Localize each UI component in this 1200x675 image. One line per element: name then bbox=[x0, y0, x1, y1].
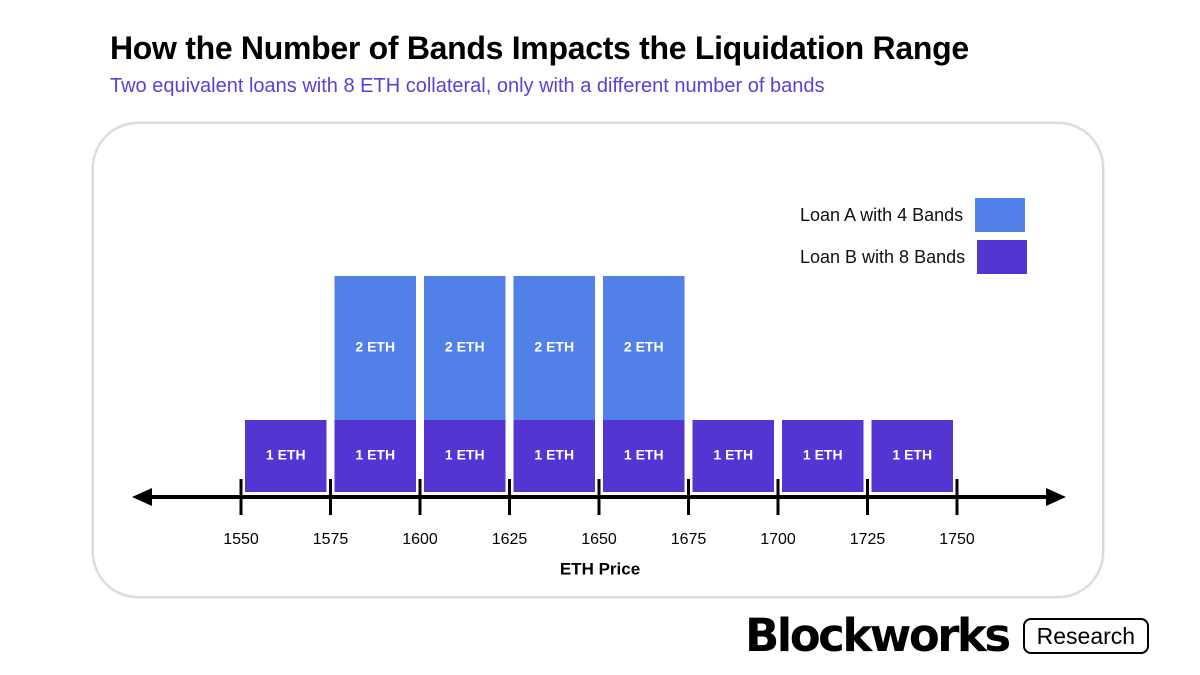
axis-arrow-left-icon bbox=[132, 488, 152, 506]
bar-loan-b-1700 bbox=[782, 420, 864, 492]
data-label-loan-b-1550: 1 ETH bbox=[266, 447, 306, 463]
data-label-loan-b-1625: 1 ETH bbox=[534, 447, 574, 463]
chart-title: How the Number of Bands Impacts the Liqu… bbox=[110, 30, 969, 66]
legend-swatch-loan-a bbox=[975, 198, 1026, 232]
bar-loan-a-1625 bbox=[513, 276, 595, 420]
chart-subtitle: Two equivalent loans with 8 ETH collater… bbox=[110, 75, 825, 97]
legend-label-loan-a: Loan A with 4 Bands bbox=[800, 204, 964, 225]
blockworks-logo: Blockworks bbox=[745, 609, 1011, 662]
x-tick-label-1725: 1725 bbox=[850, 531, 886, 548]
legend-item-loan-b: Loan B with 8 Bands bbox=[800, 240, 1028, 274]
data-label-loan-b-1650: 1 ETH bbox=[624, 447, 664, 463]
x-tick-label-1625: 1625 bbox=[492, 531, 528, 548]
bar-loan-b-1550 bbox=[245, 420, 327, 492]
legend-label-loan-b: Loan B with 8 Bands bbox=[800, 246, 966, 267]
x-tick-label-1600: 1600 bbox=[402, 531, 438, 548]
legend-item-loan-a: Loan A with 4 Bands bbox=[800, 198, 1026, 232]
bar-loan-a-1600 bbox=[424, 276, 506, 420]
bar-loan-a-1650 bbox=[603, 276, 685, 420]
data-label-loan-a-1600: 2 ETH bbox=[445, 339, 485, 355]
brand-footer: Blockworks Research bbox=[745, 609, 1150, 662]
x-tick-label-1700: 1700 bbox=[760, 531, 796, 548]
data-label-loan-b-1675: 1 ETH bbox=[713, 447, 753, 463]
research-badge: Research bbox=[1022, 618, 1150, 654]
bar-loan-b-1650 bbox=[603, 420, 685, 492]
bar-loan-a-1575 bbox=[334, 276, 416, 420]
x-tick-label-1650: 1650 bbox=[581, 531, 617, 548]
bar-loan-b-1575 bbox=[334, 420, 416, 492]
x-tick-label-1550: 1550 bbox=[223, 531, 259, 548]
data-label-loan-b-1575: 1 ETH bbox=[355, 447, 395, 463]
data-label-loan-a-1650: 2 ETH bbox=[624, 339, 664, 355]
data-label-loan-b-1725: 1 ETH bbox=[892, 447, 932, 463]
data-label-loan-a-1575: 2 ETH bbox=[355, 339, 395, 355]
axis-arrow-right-icon bbox=[1046, 488, 1066, 506]
x-axis-label: ETH Price bbox=[560, 559, 640, 578]
bar-loan-b-1600 bbox=[424, 420, 506, 492]
bar-loan-b-1675 bbox=[692, 420, 774, 492]
bar-loan-b-1625 bbox=[513, 420, 595, 492]
chart-panel bbox=[92, 122, 1104, 598]
data-label-loan-a-1625: 2 ETH bbox=[534, 339, 574, 355]
bar-loan-b-1725 bbox=[871, 420, 953, 492]
data-label-loan-b-1600: 1 ETH bbox=[445, 447, 485, 463]
data-label-loan-b-1700: 1 ETH bbox=[803, 447, 843, 463]
legend-swatch-loan-b bbox=[977, 240, 1028, 274]
x-tick-label-1675: 1675 bbox=[671, 531, 707, 548]
x-tick-label-1750: 1750 bbox=[939, 531, 975, 548]
x-tick-label-1575: 1575 bbox=[313, 531, 349, 548]
